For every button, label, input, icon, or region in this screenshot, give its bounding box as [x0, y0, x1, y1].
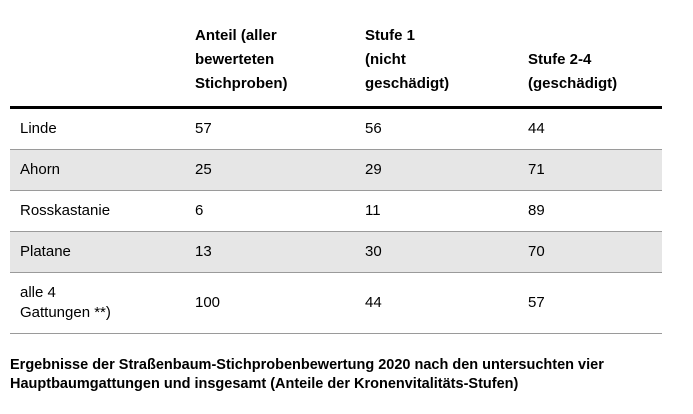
table-header: Anteil (aller bewerteten Stichproben) St…: [10, 14, 662, 109]
cell-value: 11: [365, 190, 528, 232]
vitality-table-container: Anteil (aller bewerteten Stichproben) St…: [10, 14, 662, 334]
vitality-table: Anteil (aller bewerteten Stichproben) St…: [10, 14, 662, 334]
cell-value: 44: [528, 107, 662, 150]
column-header-share: Anteil (aller bewerteten Stichproben): [195, 14, 365, 109]
table-caption: Ergebnisse der Straßenbaum-Stichprobenbe…: [10, 357, 604, 392]
cell-value: 25: [195, 149, 365, 191]
cell-value: 57: [195, 107, 365, 150]
table-body: Linde 57 56 44 Ahorn 25 29 71 Rosskastan…: [10, 107, 662, 334]
cell-value: 89: [528, 190, 662, 232]
row-label: Ahorn: [10, 149, 195, 191]
cell-value: 56: [365, 107, 528, 150]
column-header-genus: [10, 14, 195, 109]
cell-value: 29: [365, 149, 528, 191]
header-row: Anteil (aller bewerteten Stichproben) St…: [10, 14, 662, 109]
row-label: Linde: [10, 107, 195, 150]
table-row-ahorn: Ahorn 25 29 71: [10, 149, 662, 191]
cell-value: 57: [528, 272, 662, 334]
row-label: Platane: [10, 231, 195, 273]
cell-value: 6: [195, 190, 365, 232]
cell-value: 70: [528, 231, 662, 273]
cell-value: 30: [365, 231, 528, 273]
table-row-platane: Platane 13 30 70: [10, 231, 662, 273]
cell-value: 71: [528, 149, 662, 191]
table-row-rosskastanie: Rosskastanie 6 11 89: [10, 190, 662, 232]
table-row-linde: Linde 57 56 44: [10, 107, 662, 150]
table-row-alle-gattungen: alle 4 Gattungen **) 100 44 57: [10, 272, 662, 334]
column-header-stufe2-4: Stufe 2-4 (geschädigt): [528, 14, 662, 109]
cell-value: 100: [195, 272, 365, 334]
column-header-stufe1: Stufe 1 (nicht geschädigt): [365, 14, 528, 109]
cell-value: 13: [195, 231, 365, 273]
row-label: Rosskastanie: [10, 190, 195, 232]
cell-value: 44: [365, 272, 528, 334]
row-label: alle 4 Gattungen **): [10, 272, 195, 334]
